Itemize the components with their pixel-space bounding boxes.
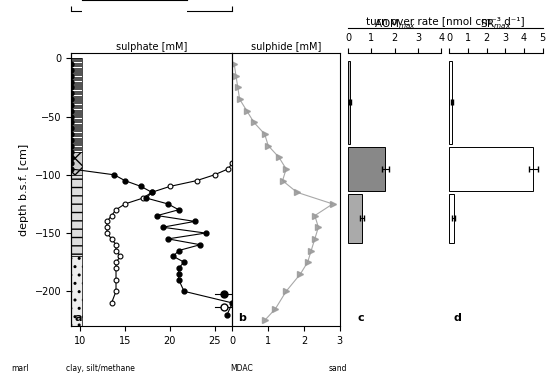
Text: sand: sand <box>329 364 347 373</box>
Legend: methane, sulphate: methane, sulphate <box>211 286 284 316</box>
Bar <box>449 147 533 191</box>
Bar <box>71 63 82 67</box>
Bar <box>71 119 82 123</box>
Bar <box>449 60 452 144</box>
Bar <box>71 91 82 95</box>
Text: d: d <box>454 313 462 323</box>
Bar <box>71 72 82 76</box>
Bar <box>348 147 385 191</box>
Text: b: b <box>238 313 246 323</box>
Bar <box>71 138 82 142</box>
Bar <box>71 105 82 109</box>
Bar <box>71 96 82 100</box>
Bar <box>348 60 350 144</box>
Bar <box>71 86 82 90</box>
Bar <box>71 110 82 114</box>
Bar <box>71 147 82 151</box>
X-axis label: sulphate [mM]: sulphate [mM] <box>116 42 187 52</box>
Bar <box>449 194 454 243</box>
Bar <box>71 114 82 118</box>
Bar <box>71 68 82 72</box>
Bar <box>348 194 362 243</box>
Bar <box>71 123 82 128</box>
Bar <box>71 142 82 146</box>
Bar <box>71 100 82 104</box>
Bar <box>71 128 82 132</box>
Bar <box>71 152 82 156</box>
Text: AOM$_{max}$: AOM$_{max}$ <box>374 17 416 31</box>
Bar <box>71 133 82 137</box>
Text: c: c <box>357 313 364 323</box>
Bar <box>71 152 82 175</box>
Text: SR$_{max}$: SR$_{max}$ <box>480 17 512 31</box>
Text: marl: marl <box>11 364 28 373</box>
Y-axis label: depth b.s.f. [cm]: depth b.s.f. [cm] <box>19 143 30 236</box>
Text: MDAC: MDAC <box>230 364 253 373</box>
Bar <box>71 58 82 152</box>
Bar <box>71 256 82 326</box>
Text: a: a <box>75 313 82 323</box>
Text: turn over rate [nmol cm⁻³ d⁻¹]: turn over rate [nmol cm⁻³ d⁻¹] <box>366 16 524 26</box>
Bar <box>71 77 82 81</box>
X-axis label: sulphide [mM]: sulphide [mM] <box>251 42 321 52</box>
Text: clay, silt/methane: clay, silt/methane <box>66 364 135 373</box>
Bar <box>71 82 82 86</box>
Bar <box>71 58 82 62</box>
Bar <box>71 175 82 256</box>
